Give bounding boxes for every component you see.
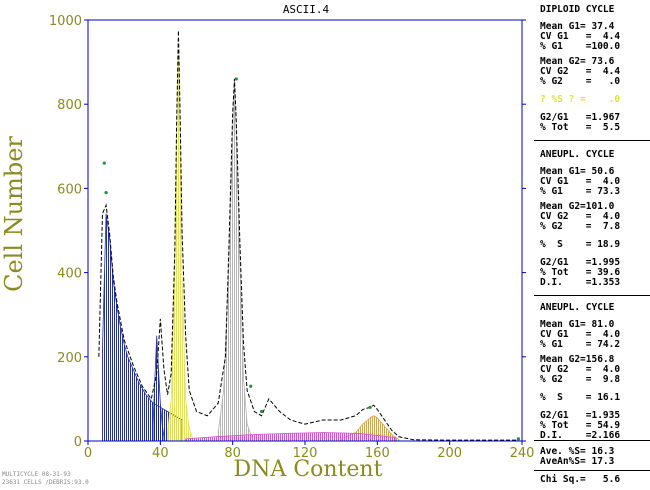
data-point (102, 161, 106, 165)
diploid-mean-g1: Mean G1= 37.4 (540, 21, 615, 32)
data-point (104, 191, 108, 195)
panel-divider (534, 440, 650, 441)
summary-ave-s: Ave. %S= 16.3 (540, 446, 615, 457)
aneu2-pct-g1: % G1 = 74.2 (540, 339, 621, 350)
aneu2-mean-g1: Mean G1= 81.0 (540, 319, 615, 330)
aneu1-pct-tot: % Tot = 39.6 (540, 267, 621, 278)
aneu1-pct-s: % S = 18.9 (540, 239, 621, 250)
y-tick-label: 600 (57, 182, 82, 197)
diploid-pct-tot: % Tot = 5.5 (540, 122, 621, 133)
diploid-cv-g1: CV G1 = 4.4 (540, 31, 621, 42)
series-area-aggregate-peak (152, 335, 165, 442)
diploid-g2g1: G2/G1 =1.967 (540, 112, 621, 123)
aneu1-g2g1: G2/G1 =1.995 (540, 257, 621, 268)
aneu2-g2g1: G2/G1 =1.935 (540, 410, 621, 421)
x-tick-label: 80 (224, 446, 241, 461)
aneu1-header: ANEUPL. CYCLE (540, 149, 615, 160)
y-tick-label: 1000 (49, 14, 82, 29)
x-tick-label: 40 (152, 446, 169, 461)
panel-divider (534, 140, 650, 141)
aneuploid-block-1: ANEUPL. CYCLE Mean G1= 50.6 CV G1 = 4.0 … (540, 150, 620, 288)
window-title: ASCII.4 (283, 3, 330, 16)
summary-block: Ave. %S= 16.3 AveAn%S= 17.3 (540, 447, 614, 467)
x-tick-label: 200 (437, 446, 462, 461)
diploid-pct-g2: % G2 = .0 (540, 76, 621, 87)
axis-layer: 0 200 400 600 800 1000 0 40 80 120 160 200 240 (49, 14, 535, 461)
panel-divider (534, 295, 650, 296)
y-tick-label: 0 (74, 435, 82, 450)
x-tick-label: 0 (84, 446, 92, 461)
x-axis-label: DNA Content (234, 457, 383, 482)
series-area-s-phase (185, 432, 396, 442)
aneu2-header: ANEUPL. CYCLE (540, 302, 615, 313)
panel-divider (534, 470, 650, 471)
y-tick-label: 800 (57, 98, 82, 113)
aneu1-mean-g2: Mean G2=101.0 (540, 201, 615, 212)
diploid-block: DIPLOID CYCLE Mean G1= 37.4 CV G1 = 4.4 … (540, 5, 620, 133)
diploid-cv-g2: CV G2 = 4.4 (540, 66, 621, 77)
aneu2-cv-g1: CV G1 = 4.0 (540, 329, 621, 340)
data-point (368, 405, 372, 409)
aneu1-di: D.I. =1.353 (540, 277, 621, 288)
aneu1-pct-g1: % G1 = 73.3 (540, 186, 621, 197)
x-tick-label: 160 (365, 446, 390, 461)
aneu2-pct-g2: % G2 = 9.8 (540, 374, 621, 385)
aneu1-pct-g2: % G2 = 7.8 (540, 221, 621, 232)
aneu1-cv-g2: CV G2 = 4.0 (540, 211, 621, 222)
aneu2-cv-g2: CV G2 = 4.0 (540, 364, 621, 375)
diploid-header: DIPLOID CYCLE (540, 4, 615, 15)
series-line-fit (98, 30, 519, 441)
diploid-pct-s: ? %S ? = .0 (540, 94, 621, 105)
data-point (249, 384, 253, 388)
summary-ave-an: AveAn%S= 17.3 (540, 456, 615, 467)
x-tick-label: 120 (293, 446, 318, 461)
series-layer (98, 30, 520, 442)
footer-line-1: MULTICYCLE 08-31-93 (2, 471, 71, 478)
diploid-mean-g2: Mean G2= 73.6 (540, 56, 615, 67)
aneu2-mean-g2: Mean G2=156.8 (540, 354, 615, 365)
aneu1-cv-g1: CV G1 = 4.0 (540, 176, 621, 187)
data-point (260, 409, 264, 414)
chi-block: Chi Sq.= 5.6 (540, 475, 620, 485)
aneu2-pct-tot: % Tot = 54.9 (540, 420, 621, 431)
y-tick-label: 400 (57, 267, 82, 282)
summary-chi: Chi Sq.= 5.6 (540, 474, 621, 485)
x-tick-label: 240 (510, 446, 535, 461)
data-point (516, 437, 520, 441)
series-area-aneuploid-g1-50-6- (217, 83, 253, 442)
aneu2-pct-s: % S = 16.1 (540, 392, 621, 403)
data-point (234, 77, 238, 81)
statistics-panel: DIPLOID CYCLE Mean G1= 37.4 CV G1 = 4.4 … (534, 0, 650, 490)
aneu1-mean-g1: Mean G1= 50.6 (540, 166, 615, 177)
footer-line-2: 23631 CELLS /DEBRIS:93.0 (2, 479, 89, 486)
aneu2-di: D.I. =2.166 (540, 430, 621, 441)
y-tick-label: 200 (57, 351, 82, 366)
y-axis-label: Cell Number (0, 136, 28, 292)
aneuploid-block-2: ANEUPL. CYCLE Mean G1= 81.0 CV G1 = 4.0 … (540, 303, 620, 441)
diploid-pct-g1: % G1 =100.0 (540, 41, 621, 52)
